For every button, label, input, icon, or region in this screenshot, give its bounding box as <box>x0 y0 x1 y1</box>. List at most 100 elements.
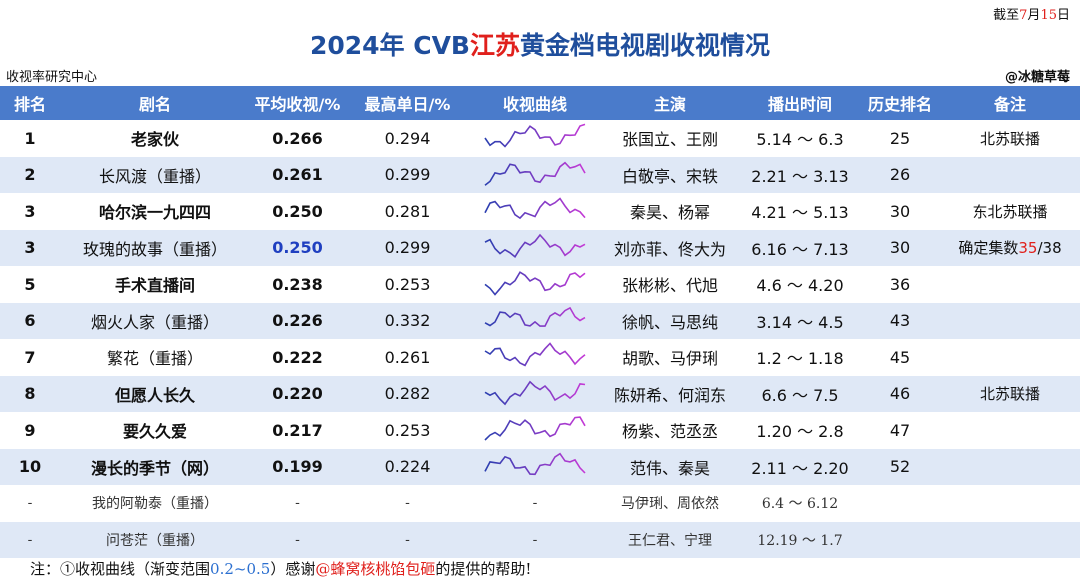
table-row: 9 要久久爱 0.217 0.253 杨紫、范丞丞 1.20 ～ 2.8 47 <box>0 412 1080 448</box>
name-cell: 但愿人长久 <box>114 385 195 405</box>
name-cell: 繁花（重播） <box>106 349 203 368</box>
name-cell: 要久久爱 <box>122 422 187 441</box>
sparkline-path <box>484 452 586 475</box>
date-text: 日 <box>1056 8 1070 23</box>
header-cell: 历史排名 <box>867 95 932 114</box>
avg-cell: - <box>295 531 300 548</box>
sparkline <box>484 380 586 405</box>
table-row: 3 哈尔滨一九四四 0.250 0.281 秦昊、杨幂 4.21 ～ 5.13 30 东北苏联… <box>0 193 1080 229</box>
rank-cell: 8 <box>24 384 36 403</box>
foot-text: 的提供的帮助! <box>435 560 532 578</box>
name-cell: 哈尔滨一九四四 <box>98 203 211 222</box>
sparkline-cell <box>470 193 600 229</box>
max-cell: 0.299 <box>384 238 431 257</box>
sparkline-cell <box>470 303 600 339</box>
rank-cell: 10 <box>18 457 42 476</box>
max-cell: 0.282 <box>384 384 431 403</box>
cast-cell: 白敬亭、宋轶 <box>621 166 718 186</box>
note-text: 35 <box>1018 238 1038 257</box>
source: 收视率研究中心 <box>6 70 98 85</box>
date-text: 截至 <box>993 8 1020 23</box>
sparkline-path <box>484 123 586 148</box>
rank-cell: - <box>27 495 33 511</box>
avg-cell: 0.222 <box>272 347 323 367</box>
sparkline <box>484 233 586 258</box>
history-cell: 45 <box>889 347 911 367</box>
sparkline-cell <box>470 412 600 448</box>
avg-cell: - <box>295 495 300 511</box>
max-cell: 0.332 <box>384 311 431 330</box>
table-row: 5 手术直播间 0.238 0.253 张彬彬、代旭 4.6 ～ 4.20 36 <box>0 266 1080 302</box>
sparkline <box>484 271 586 296</box>
cast-cell: 王仁君、宁理 <box>628 532 712 549</box>
note-cell: 北苏联播 <box>940 376 1080 412</box>
foot-text: ①收视曲线（渐变范围 <box>60 560 211 578</box>
note-text: 北苏联播 <box>979 129 1040 148</box>
sparkline <box>484 306 586 327</box>
note-text: 北苏联播 <box>979 385 1040 403</box>
avg-cell: 0.226 <box>272 311 323 330</box>
avg-cell: 0.238 <box>272 274 323 294</box>
cast-cell: 胡歌、马伊琍 <box>621 349 718 368</box>
history-cell: 47 <box>889 420 911 440</box>
max-cell: - <box>405 495 410 511</box>
curve-cell: - <box>532 495 538 511</box>
cast-cell: 刘亦菲、佟大为 <box>613 239 726 259</box>
title-part: 2024年 CVB <box>309 31 470 60</box>
cast-cell: 秦昊、杨幂 <box>629 203 710 222</box>
title-highlight: 江苏 <box>470 31 521 60</box>
title-part: 黄金档电视剧收视情况 <box>520 31 771 60</box>
cast-cell: 杨紫、范丞丞 <box>621 422 718 441</box>
history-cell: 52 <box>889 457 911 476</box>
max-cell: 0.253 <box>384 274 431 294</box>
sparkline <box>484 123 586 148</box>
period-cell: 5.14 ～ 6.3 <box>756 130 844 149</box>
name-cell: 玫瑰的故事（重播） <box>82 239 227 259</box>
sparkline <box>484 197 586 220</box>
date-note: 截至7月15日 <box>993 4 1070 23</box>
rank-cell: - <box>27 531 33 548</box>
note-text: 确定集数 <box>958 239 1019 257</box>
sparkline-path <box>484 380 586 405</box>
sparkline-path <box>484 161 586 186</box>
sparkline <box>484 161 586 186</box>
table-row: 3 玫瑰的故事（重播） 0.250 0.299 刘亦菲、佟大为 6.16 ～ 7.13 30… <box>0 229 1080 266</box>
name-cell: 长风渡（重播） <box>98 166 211 186</box>
rank-cell: 2 <box>24 165 36 184</box>
sparkline <box>484 452 586 475</box>
rank-cell: 3 <box>24 238 36 257</box>
sparkline-cell <box>470 449 600 485</box>
cast-cell: 陈妍希、何润东 <box>613 385 726 405</box>
max-cell: 0.224 <box>384 457 431 476</box>
sparkline-cell <box>470 230 600 266</box>
period-cell: 6.16 ～ 7.13 <box>751 239 849 259</box>
sparkline-cell <box>470 157 600 193</box>
foot-range: 0.2~0.5 <box>210 560 271 578</box>
history-cell: 46 <box>889 384 911 403</box>
header-cell: 备注 <box>993 95 1026 114</box>
avg-cell: 0.220 <box>272 384 323 403</box>
avg-cell: 0.261 <box>272 165 323 184</box>
note-cell: 东北苏联播 <box>940 193 1080 229</box>
note-text: /38 <box>1037 238 1062 257</box>
foot-credit: @蜂窝核桃馅包砸 <box>315 560 436 578</box>
name-cell: 烟火人家（重播） <box>90 312 219 332</box>
period-cell: 6.6 ～ 7.5 <box>761 385 839 405</box>
sparkline-path <box>484 342 586 367</box>
avg-cell: 0.250 <box>272 238 323 257</box>
cast-cell: 范伟、秦昊 <box>629 458 710 478</box>
max-cell: 0.294 <box>384 128 431 148</box>
max-cell: 0.253 <box>384 420 431 440</box>
name-cell: 老家伙 <box>130 130 179 149</box>
sparkline <box>484 416 586 441</box>
cast-cell: 徐帆、马思纯 <box>621 312 718 332</box>
rank-cell: 7 <box>24 347 36 367</box>
history-cell: 30 <box>889 201 911 221</box>
curve-cell: - <box>532 531 538 548</box>
table-row: 8 但愿人长久 0.220 0.282 陈妍希、何润东 6.6 ～ 7.5 46 北苏联播 <box>0 375 1080 412</box>
period-cell: 6.4 ～ 6.12 <box>761 496 839 512</box>
foot-text: 注： <box>30 560 61 578</box>
history-cell: 25 <box>889 128 911 148</box>
footnote: 注：①收视曲线（渐变范围0.2~0.5）感谢@蜂窝核桃馅包砸的提供的帮助! <box>30 558 531 579</box>
